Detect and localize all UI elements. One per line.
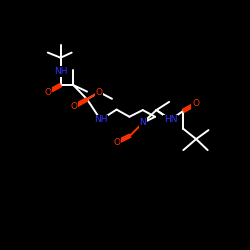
Text: O: O	[44, 88, 51, 96]
Text: NH: NH	[54, 67, 67, 76]
Text: N: N	[140, 118, 146, 128]
Text: O: O	[96, 88, 102, 96]
Text: O: O	[192, 100, 199, 108]
Text: O: O	[71, 102, 78, 111]
Text: HN: HN	[164, 115, 177, 124]
Text: NH: NH	[94, 115, 108, 124]
Text: O: O	[113, 138, 120, 147]
